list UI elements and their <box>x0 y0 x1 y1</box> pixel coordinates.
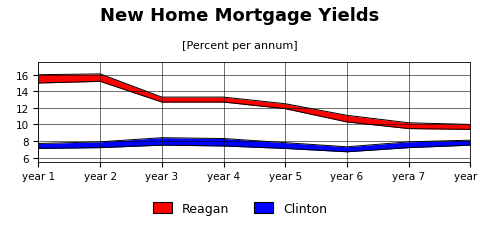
Text: [Percent per annum]: [Percent per annum] <box>182 40 298 50</box>
Text: New Home Mortgage Yields: New Home Mortgage Yields <box>100 7 380 25</box>
Legend: Reagan, Clinton: Reagan, Clinton <box>149 198 331 219</box>
